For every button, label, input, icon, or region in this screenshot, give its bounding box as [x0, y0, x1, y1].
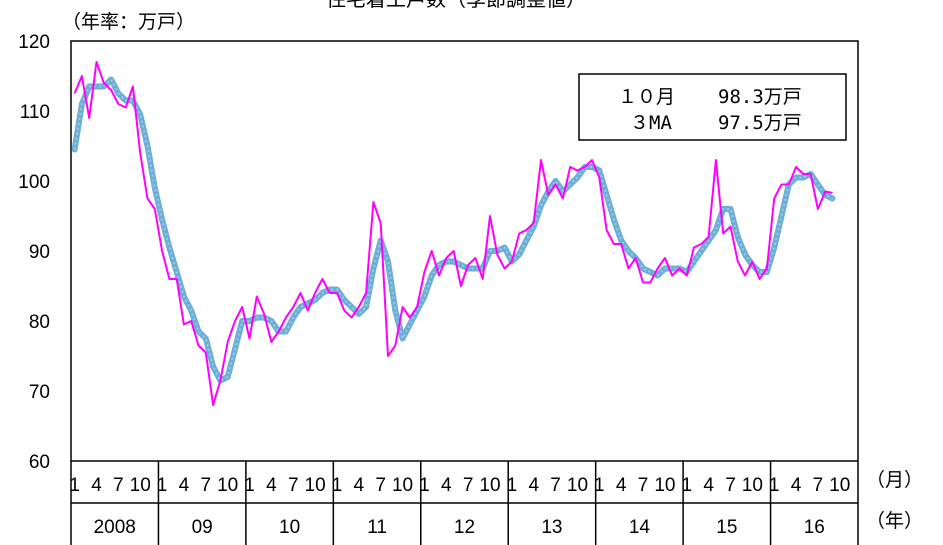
legend-line2-label: ３MA: [630, 112, 672, 134]
legend-line1-value: 98.3万戸: [718, 86, 802, 108]
x-year-label: 14: [629, 517, 651, 538]
x-month-tick-label: 1: [681, 475, 692, 496]
x-month-tick-label: 7: [201, 475, 212, 496]
x-year-label: 16: [804, 517, 825, 538]
series-line-3ma-texture: [73, 78, 833, 382]
x-year-label: 13: [541, 517, 562, 538]
legend-line2-value: 97.5万戸: [718, 112, 802, 134]
y-tick-label: 120: [18, 32, 50, 53]
y-tick-label: 90: [29, 242, 50, 263]
x-year-label: 09: [192, 517, 213, 538]
x-month-tick-label: 7: [725, 475, 736, 496]
x-month-tick-label: 1: [157, 475, 168, 496]
x-month-tick-label: 4: [179, 475, 190, 496]
x-month-tick-label: 1: [594, 475, 605, 496]
x-month-tick-label: 10: [130, 475, 151, 496]
x-month-tick-label: 4: [703, 475, 714, 496]
x-month-tick-label: 10: [392, 475, 413, 496]
x-month-tick-label: 4: [616, 475, 627, 496]
chart-title: 住宅着工戸数（季節調整値）: [326, 0, 586, 11]
x-month-tick-label: 7: [288, 475, 299, 496]
series-line-monthly: [73, 61, 833, 406]
x-month-tick-label: 4: [528, 475, 539, 496]
x-month-tick-label: 4: [441, 475, 452, 496]
x-month-tick-label: 10: [305, 475, 326, 496]
legend-line1-label: １０月: [618, 86, 675, 108]
x-month-tick-label: 1: [419, 475, 430, 496]
x-month-tick-label: 4: [354, 475, 365, 496]
x-month-tick-label: 10: [654, 475, 675, 496]
y-tick-label: 80: [29, 312, 50, 333]
y-tick-labels: 60 70 80 90 100 110 120: [18, 32, 50, 473]
x-month-tick-label: 1: [244, 475, 255, 496]
x-month-tick-label: 7: [375, 475, 386, 496]
x-month-tick-label: 10: [742, 475, 763, 496]
x-month-tick-label: 10: [829, 475, 850, 496]
x-year-label: 2008: [94, 517, 136, 538]
x-month-tick-label: 7: [113, 475, 124, 496]
y-tick-label: 60: [29, 452, 50, 473]
y-tick-label: 100: [18, 172, 50, 193]
x-month-tick-label: 10: [479, 475, 500, 496]
x-month-tick-label: 10: [567, 475, 588, 496]
y-tick-label: 110: [20, 102, 50, 123]
legend-box: １０月 98.3万戸 ３MA 97.5万戸: [578, 73, 847, 141]
x-unit-month-label: （月）: [866, 469, 923, 491]
x-month-tick-label: 7: [550, 475, 561, 496]
x-month-tick-label: 10: [217, 475, 238, 496]
series-layer: [71, 61, 836, 406]
x-month-tick-label: 1: [69, 475, 80, 496]
x-month-tick-label: 4: [266, 475, 277, 496]
y-tick-label: 70: [29, 382, 50, 403]
x-month-tick-label: 4: [791, 475, 802, 496]
x-month-tick-label: 1: [769, 475, 780, 496]
x-month-tick-label: 1: [332, 475, 343, 496]
x-unit-year-label: （年）: [866, 510, 923, 532]
x-month-tick-label: 7: [463, 475, 474, 496]
x-year-label: 11: [367, 517, 387, 538]
x-year-label: 10: [279, 517, 300, 538]
x-month-tick-label: 4: [91, 475, 102, 496]
x-month-tick-label: 1: [507, 475, 518, 496]
x-year-label: 15: [716, 517, 737, 538]
x-year-label: 12: [454, 517, 475, 538]
x-month-tick-label: 7: [813, 475, 824, 496]
x-month-tick-label: 7: [638, 475, 649, 496]
y-axis-unit-label: （年率：万戸）: [62, 11, 195, 33]
